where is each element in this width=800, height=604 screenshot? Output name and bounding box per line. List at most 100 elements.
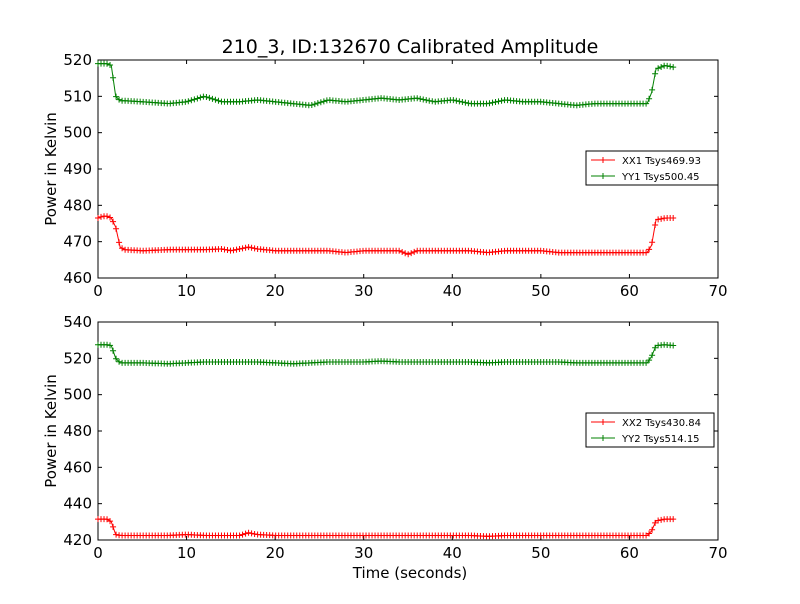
data-point <box>423 97 430 104</box>
series-xx1 <box>95 213 677 258</box>
data-point <box>399 248 406 255</box>
data-point <box>314 100 321 107</box>
data-point <box>462 99 469 106</box>
data-point <box>649 526 656 533</box>
data-point <box>402 250 409 257</box>
data-point <box>646 357 653 364</box>
legend-label: XX1 Tsys469.93 <box>622 156 701 167</box>
legend-marker <box>600 157 606 163</box>
data-point <box>655 517 662 524</box>
data-point <box>239 531 246 538</box>
data-point <box>652 221 659 228</box>
x-tick-label: 40 <box>443 282 462 300</box>
data-point <box>215 97 222 104</box>
y-tick-label: 510 <box>63 87 92 105</box>
subplot-top: 0 10 20 30 40 50 60 70 460 470 480 490 500 510 520 Powe… <box>42 51 728 300</box>
data-point <box>107 518 114 525</box>
x-tick-label: 50 <box>531 282 550 300</box>
data-point <box>188 97 195 104</box>
data-point <box>248 244 255 251</box>
y-tick-label: 480 <box>63 196 92 214</box>
data-point <box>239 245 246 252</box>
x-tick-label: 70 <box>708 282 727 300</box>
legend-frame <box>585 412 715 448</box>
data-point <box>670 516 677 523</box>
data-point <box>251 530 258 537</box>
series-yy2 <box>95 341 677 367</box>
data-point <box>643 359 650 366</box>
data-point <box>664 62 671 69</box>
data-point <box>652 344 659 351</box>
data-point <box>104 213 111 220</box>
x-tick-label: 50 <box>531 544 550 562</box>
data-point <box>251 245 258 252</box>
y-tick-label: 420 <box>63 531 92 549</box>
y-tick-label: 520 <box>63 349 92 367</box>
data-point <box>107 214 114 221</box>
data-point <box>411 248 418 255</box>
data-point <box>104 516 111 523</box>
data-point <box>242 530 249 537</box>
data-point <box>492 99 499 106</box>
legend-marker <box>600 419 606 425</box>
data-point <box>646 95 653 102</box>
x-tick-label: 0 <box>93 282 103 300</box>
data-point <box>110 523 117 530</box>
data-point <box>643 249 650 256</box>
data-point <box>110 74 117 81</box>
data-point <box>670 215 677 222</box>
legend-marker <box>600 173 606 179</box>
y-tick-label: 540 <box>63 313 92 331</box>
data-point <box>649 352 656 359</box>
y-tick-label: 520 <box>63 51 92 69</box>
data-point <box>453 97 460 104</box>
x-tick-label: 10 <box>177 282 196 300</box>
data-point <box>655 65 662 72</box>
data-point <box>667 63 674 70</box>
data-point <box>649 239 656 246</box>
y-tick-label: 470 <box>63 233 92 251</box>
data-point <box>104 341 111 348</box>
data-point <box>658 516 665 523</box>
data-point <box>236 245 243 252</box>
data-point <box>113 355 120 362</box>
data-point <box>203 93 210 100</box>
subplot-bottom: 0 10 20 30 40 50 60 70 420 440 460 480 500 520 540 Powe… <box>42 313 728 562</box>
data-point <box>98 213 105 220</box>
data-point <box>646 246 653 253</box>
legend-label: XX2 Tsys430.84 <box>622 418 701 429</box>
x-tick-label: 30 <box>354 544 373 562</box>
data-point <box>212 96 219 103</box>
y-tick-label: 440 <box>63 495 92 513</box>
data-point <box>456 98 463 105</box>
data-point <box>95 215 101 222</box>
y-axis-label: Power in Kelvin <box>42 112 60 226</box>
data-point <box>417 95 424 102</box>
data-point <box>194 95 201 102</box>
data-point <box>224 247 231 254</box>
data-point <box>119 245 126 252</box>
data-point <box>670 342 677 349</box>
series-xx2 <box>95 516 677 540</box>
data-point <box>191 96 198 103</box>
data-point <box>206 94 213 101</box>
data-point <box>396 247 403 254</box>
data-point <box>495 98 502 105</box>
data-point <box>426 97 433 104</box>
data-point <box>450 97 457 104</box>
data-point <box>110 347 117 354</box>
x-tick-label: 20 <box>266 544 285 562</box>
legend: XX2 Tsys430.84 YY2 Tsys514.15 <box>585 412 715 448</box>
data-point <box>414 95 421 102</box>
x-tick-label: 60 <box>620 544 639 562</box>
data-point <box>311 101 318 108</box>
data-point <box>652 519 659 526</box>
data-point <box>116 239 123 246</box>
data-point <box>113 93 120 100</box>
legend-marker <box>600 435 606 441</box>
legend-frame <box>585 150 719 186</box>
y-tick-label: 500 <box>63 124 92 142</box>
x-tick-label: 60 <box>620 282 639 300</box>
data-point <box>317 99 324 106</box>
